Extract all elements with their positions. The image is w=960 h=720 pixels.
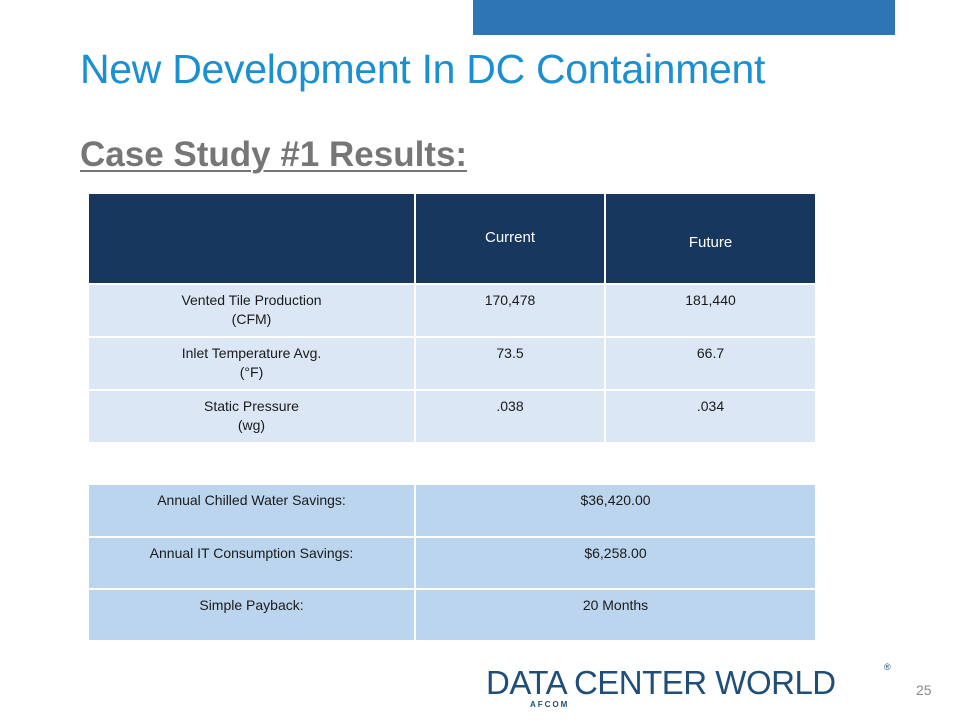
savings-label: Simple Payback: [89,589,416,642]
savings-label: Annual IT Consumption Savings: [89,537,416,590]
row-label-line1: Inlet Temperature Avg. [181,345,322,361]
row-future-value: 66.7 [605,337,817,391]
row-label-line1: Vented Tile Production [181,292,322,308]
savings-value: $36,420.00 [415,485,817,538]
header-empty [89,194,416,285]
row-label: Inlet Temperature Avg. (°F) [89,337,416,391]
page-number: 25 [916,682,932,698]
row-future-value: .034 [605,390,817,444]
slide-subtitle: Case Study #1 Results: [80,135,468,174]
table-row: Annual Chilled Water Savings: $36,420.00 [89,485,817,538]
savings-value: $6,258.00 [415,537,817,590]
savings-table: Annual Chilled Water Savings: $36,420.00… [89,485,817,642]
registered-mark: ® [884,662,891,672]
row-future-value: 181,440 [605,284,817,338]
table-row: Static Pressure (wg) .038 .034 [89,390,817,444]
row-label-line2: (CFM) [231,311,272,327]
table-row: Vented Tile Production (CFM) 170,478 181… [89,284,817,338]
top-accent-bar [473,0,895,35]
slide-title: New Development In DC Containment [80,46,766,92]
table-row: Annual IT Consumption Savings: $6,258.00 [89,537,817,590]
row-current-value: 170,478 [415,284,606,338]
header-future: Future [605,194,817,285]
savings-label: Annual Chilled Water Savings: [89,485,416,538]
row-current-value: 73.5 [415,337,606,391]
header-current: Current [415,194,606,285]
row-label: Vented Tile Production (CFM) [89,284,416,338]
table-row: Inlet Temperature Avg. (°F) 73.5 66.7 [89,337,817,391]
results-header-row: Current Future [89,194,817,285]
data-center-world-logo: DATA CENTER WORLD ® AFCOM [486,660,896,709]
row-label-line2: (°F) [239,364,264,380]
row-label-line1: Static Pressure [204,398,299,414]
logo-sub-text: AFCOM [530,700,570,709]
table-row: Simple Payback: 20 Months [89,589,817,642]
results-table: Current Future Vented Tile Production (C… [89,194,817,444]
row-label: Static Pressure (wg) [89,390,416,444]
row-label-line2: (wg) [237,417,266,433]
savings-value: 20 Months [415,589,817,642]
row-current-value: .038 [415,390,606,444]
logo-main-text: DATA CENTER WORLD [486,664,836,701]
